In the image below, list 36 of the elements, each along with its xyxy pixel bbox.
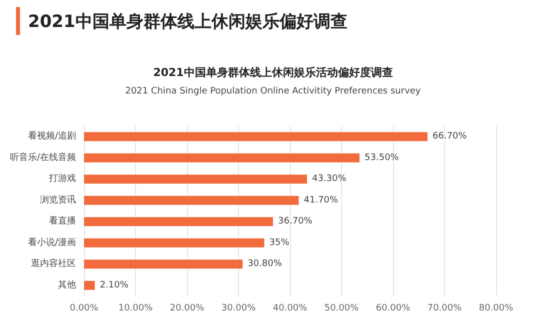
y-tick-label: 浏览资讯 [40, 194, 76, 206]
y-tick-label: 逛内容社区 [31, 258, 76, 270]
chart-title: 2021中国单身群体线上休闲娱乐偏好调查 [28, 10, 348, 32]
bar [84, 238, 264, 248]
bar [84, 217, 274, 226]
bar [84, 260, 243, 269]
x-tick-label: 50.00% [324, 304, 360, 314]
x-tick-label: 10.00% [118, 304, 154, 314]
data-label: 36.70% [278, 216, 313, 227]
y-tick-label: 看直播 [49, 216, 76, 227]
data-label: 35% [269, 238, 290, 248]
data-label: 2.10% [100, 280, 129, 290]
chart-subtitle: 2021中国单身群体线上休闲娱乐活动偏好度调查 [153, 66, 393, 79]
x-tick-label: 60.00% [376, 304, 411, 314]
y-tick-label: 其他 [58, 279, 76, 290]
y-tick-label: 看视频/追剧 [28, 130, 76, 142]
data-label: 30.80% [248, 259, 282, 270]
x-tick-label: 0.00% [70, 304, 99, 314]
x-tick-label: 80.00% [478, 304, 514, 314]
y-tick-label: 听音乐/在线音频 [10, 152, 76, 163]
x-tick-label: 70.00% [427, 304, 462, 314]
bar [84, 174, 307, 184]
y-tick-label: 打游戏 [48, 173, 76, 184]
bar [84, 196, 299, 205]
x-tick-label: 20.00% [170, 304, 205, 314]
data-label: 41.70% [304, 195, 339, 206]
bar [84, 153, 360, 162]
text: 2021 China Single Population Online Activitity Preferences survey [125, 86, 422, 96]
y-tick-label: 看小说/漫画 [28, 236, 76, 248]
x-tick-label: 40.00% [272, 304, 308, 314]
bar [84, 132, 428, 142]
data-label: 43.30% [312, 174, 347, 184]
x-tick-label: 30.00% [221, 304, 256, 314]
bar [84, 280, 95, 290]
data-label: 66.70% [432, 132, 468, 142]
data-label: 53.50% [364, 152, 400, 163]
